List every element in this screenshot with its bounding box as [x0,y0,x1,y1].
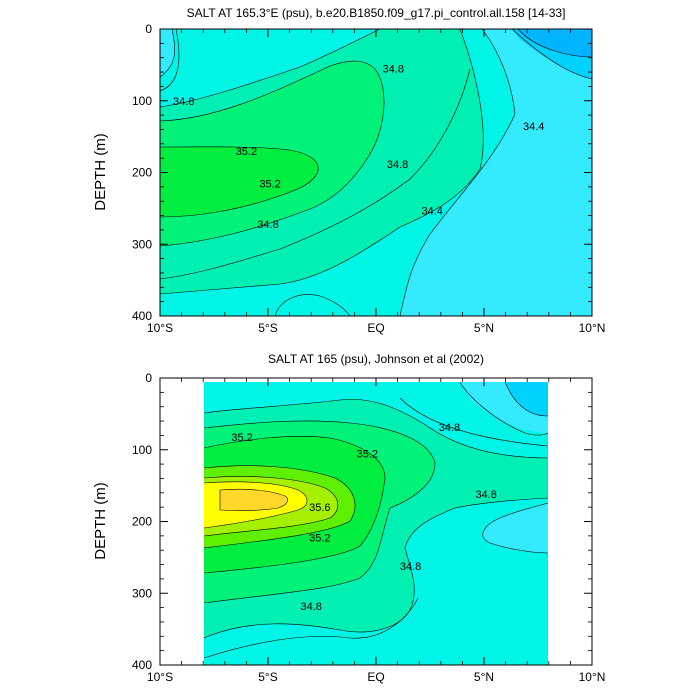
panel-observed-region-34-2-upper [505,382,548,416]
panel-model-axes: 10°S 5°S EQ 5°N 10°N 0 100 200 300 400 [132,22,605,335]
panel-model-contour-label: 34.8 [257,219,278,231]
panel-observed-xtick-label: 5°N [474,670,494,684]
panel-observed-contour-34-6-lower [203,597,419,659]
panel-observed-region-34-4-right [482,503,548,553]
panel-model-ylabel: DEPTH (m) [92,133,109,211]
panel-observed-contour-34-4-right [482,502,549,554]
panel-model-xtick-label: EQ [367,321,384,335]
panel-observed-contour-label: 35.2 [357,448,378,460]
panel-observed-contour-34-4-upper [459,381,549,436]
panel-observed-contour-34-8-upper [203,398,549,459]
panel-observed-ytick-label: 200 [132,515,152,529]
panel-model-contour-35-2 [159,146,319,218]
panel-observed-contour-35-4 [203,465,356,549]
panel-observed-xtick-label: 5°S [258,670,277,684]
panel-observed-contour-label: 35.2 [231,432,252,444]
panel-model-contour-34-8-right [159,28,484,295]
panel-observed-contour-34-6-upper [399,397,549,447]
panel-model-contours [159,28,593,317]
panel-model-ytick-label: 300 [132,237,152,251]
panel-model-contour-label: 34.8 [383,63,404,75]
panel-model-contour-labels: 34.8 34.8 35.2 35.2 34.8 34.8 34.4 34.4 [173,63,544,231]
panel-model-region-34-0-right [518,29,592,57]
panel-observed-contour-34-8-right [203,497,549,639]
panel-observed-contour-label: 34.8 [400,561,421,573]
panel-observed-ytick-label: 100 [132,443,152,457]
panel-model-xtick-label: 10°S [147,321,173,335]
panel-model-contour-label: 34.8 [173,96,194,108]
panel-observed-axes: 10°S 5°S EQ 5°N 10°N 0 100 200 300 400 [132,371,605,684]
panel-observed-contour-35-8 [203,481,308,529]
panel-model-contour-34-4-right [399,28,516,317]
panel-model-fill [160,29,592,316]
panel-observed-contours [203,381,549,659]
panel-model-contour-34-6-lower [159,178,411,280]
panel-model-contour-label: 34.4 [421,206,442,218]
panel-model-contour-34-2 [159,28,176,78]
panel-model-contour-34-0-right [517,28,593,58]
panel-observed-contour-label: 34.8 [300,601,321,613]
panel-observed-contour-34-2-upper [504,381,549,417]
panel-model-xtick-label: 5°S [258,321,277,335]
panel-model-ytick-label: 0 [145,22,152,36]
panel-observed-ytick-label: 300 [132,586,152,600]
panel-observed-xtick-label: 10°S [147,670,173,684]
panel-observed: SALT AT 165 (psu), Johnson et al (2002) [92,352,605,684]
panel-model-contour-34-6-bottom [274,294,351,317]
panel-model-contour-label: 34.4 [523,121,544,133]
panel-model-ytick-label: 100 [132,94,152,108]
panel-observed-contour-35-0 [203,420,436,604]
panel-model-contour-label: 35.2 [236,146,257,158]
panel-model-xtick-label: 10°N [579,321,606,335]
panel-observed-ylabel: DEPTH (m) [92,482,109,560]
panel-observed-contour-35-6 [203,476,338,537]
panel-model-region-34-4-right [400,29,592,316]
panel-observed-contour-35-2 [203,436,386,574]
panel-observed-contour-labels: 35.2 35.2 34.8 35.6 35.2 34.8 34.8 34.8 [231,422,497,613]
panel-model-ytick-label: 200 [132,166,152,180]
panel-observed-contour-label: 35.6 [309,502,330,514]
panel-observed-fill [204,382,548,638]
panel-observed-contour-label: 34.8 [439,422,460,434]
panel-model-region-34-4-left [160,29,179,91]
panel-model: SALT AT 165.3°E (psu), b.e20.B1850.f09_g… [92,6,605,335]
panel-model-contour-label: 35.2 [259,178,280,190]
panel-model-contour-35-0 [159,60,385,247]
panel-observed-ytick-label: 400 [132,658,152,672]
panel-model-contour-34-2-right [511,28,593,80]
panel-model-contour-34-4-left [159,28,180,92]
panel-observed-contour-label: 35.2 [309,532,330,544]
panel-observed-ytick-label: 0 [145,371,152,385]
panel-observed-contour-label: 34.8 [475,489,496,501]
panel-model-contour-label: 34.8 [387,159,408,171]
panel-model-region-35-2 [160,146,319,217]
panel-model-contour-34-4-mid [409,68,471,180]
panel-observed-xtick-label: 10°N [579,670,606,684]
panel-model-ytick-label: 400 [132,309,152,323]
panel-model-title: SALT AT 165.3°E (psu), b.e20.B1850.f09_g… [187,6,566,20]
panel-observed-title: SALT AT 165 (psu), Johnson et al (2002) [268,352,484,366]
panel-observed-xtick-label: EQ [367,670,384,684]
panel-model-xtick-label: 5°N [474,321,494,335]
panel-model-region-34-6-lower [275,294,350,316]
panel-observed-contour-36-0 [219,488,288,511]
panel-model-contour-34-8-upper [159,28,381,108]
panel-observed-region-36-0 [220,489,288,511]
